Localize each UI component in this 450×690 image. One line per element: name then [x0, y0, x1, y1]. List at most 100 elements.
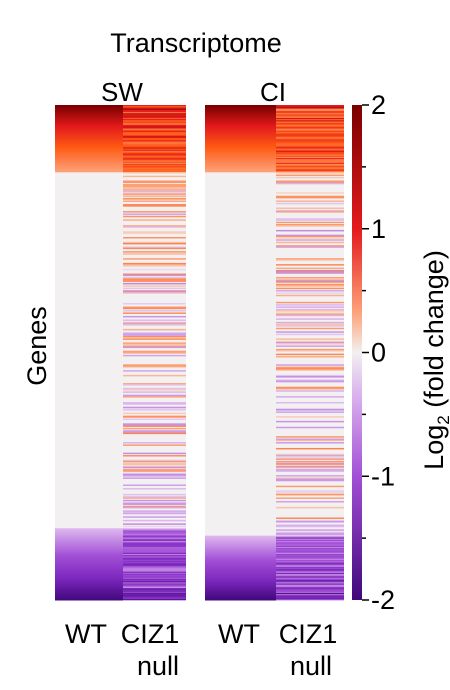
heatmap-cell-stripe: [123, 525, 186, 528]
heatmap-cell-stripe: [276, 548, 344, 550]
heatmap-cell-stripe: [276, 589, 344, 591]
heatmap-cell-stripe: [123, 165, 186, 167]
heatmap-cell-stripe: [276, 538, 344, 541]
heatmap-cell-stripe: [123, 499, 186, 502]
heatmap-cell-stripe: [123, 160, 186, 162]
heatmap-cell-down: [55, 597, 123, 600]
heatmap-cell-stripe: [123, 472, 186, 475]
heatmap-cell-stripe: [123, 123, 186, 126]
heatmap-cell-stripe: [123, 126, 186, 128]
heatmap-cell-stripe: [276, 345, 344, 347]
heatmap-cell-stripe: [276, 568, 344, 570]
heatmap-cell-down: [205, 558, 276, 560]
heatmap-cell-stripe: [276, 559, 344, 562]
heatmap-cell-stripe: [123, 251, 186, 253]
heatmap-cell-stripe: [123, 384, 186, 386]
column-label-ci-ciz1: CIZ1: [279, 619, 338, 649]
heatmap-column-sw-ciz1-null: [123, 105, 186, 601]
heatmap-cell-stripe: [276, 235, 344, 238]
colorbar-ticks: 2 1 0 -1 -2: [362, 90, 395, 615]
heatmap-cell-stripe: [276, 442, 344, 444]
column-label-sw-ciz1: CIZ1: [121, 619, 180, 649]
heatmap-cell-stripe: [276, 590, 344, 593]
heatmap-cell-stripe: [123, 493, 186, 496]
heatmap-cell-stripe: [123, 442, 186, 444]
heatmap-cell-down: [55, 538, 123, 541]
heatmap-panel-ci: [205, 105, 344, 601]
heatmap-cell-stripe: [123, 589, 186, 591]
heatmap-cell-stripe: [276, 325, 344, 327]
heatmap-cell-stripe: [123, 262, 186, 265]
heatmap-cell-up: [205, 128, 276, 130]
heatmap-cell-down: [205, 598, 276, 601]
heatmap-cell-stripe: [276, 490, 344, 492]
heatmap-cell-up: [205, 161, 276, 164]
heatmap-cell-stripe: [123, 264, 186, 266]
heatmap-cell-stripe: [123, 219, 186, 221]
heatmap-cell-up: [55, 118, 123, 120]
heatmap-cell-stripe: [276, 156, 344, 159]
heatmap-cell-stripe: [276, 272, 344, 274]
heatmap-cell-up: [55, 158, 123, 161]
heatmap-cell-down: [205, 538, 276, 541]
heatmap-cell-stripe: [123, 127, 186, 129]
heatmap-cell-stripe: [276, 438, 344, 441]
heatmap-cell-down: [205, 561, 276, 563]
heatmap-cell-stripe: [276, 567, 344, 569]
heatmap-cell-stripe: [123, 562, 186, 564]
heatmap-cell-stripe: [123, 570, 186, 573]
heatmap-cell-stripe: [276, 134, 344, 136]
colorbar-label: Log2 (fold change): [419, 250, 450, 470]
heatmap-cell-stripe: [276, 112, 344, 114]
heatmap-cell-stripe: [123, 200, 186, 202]
heatmap-cell-up: [55, 122, 123, 125]
heatmap-cell-up: [55, 121, 123, 124]
heatmap-cell-up: [205, 117, 276, 119]
heatmap-cell-stripe: [276, 597, 344, 600]
heatmap-cell-stripe: [123, 412, 186, 415]
heatmap-cell-stripe: [276, 348, 344, 351]
heatmap-cell-stripe: [276, 192, 344, 194]
heatmap-cell-stripe: [276, 463, 344, 465]
heatmap-cell-stripe: [276, 581, 344, 583]
heatmap-cell-stripe: [123, 338, 186, 340]
heatmap-cell-up: [205, 164, 276, 166]
heatmap-cell-down: [55, 591, 123, 594]
heatmap-cell-stripe: [276, 563, 344, 565]
heatmap-cell-stripe: [123, 163, 186, 166]
column-label-sw-null: null: [137, 651, 179, 681]
heatmap-cell-down: [205, 545, 276, 547]
heatmap-cell-up: [55, 155, 123, 157]
heatmap-cell-stripe: [123, 171, 186, 173]
heatmap-cell-up: [205, 123, 276, 126]
heatmap-cell-stripe: [123, 285, 186, 287]
heatmap-cell-up: [55, 159, 123, 162]
heatmap-cell-up: [205, 107, 276, 109]
heatmap-cell-stripe: [276, 546, 344, 549]
heatmap-cell-stripe: [276, 133, 344, 135]
heatmap-cell-stripe: [276, 552, 344, 555]
heatmap-cell-up: [205, 156, 276, 158]
heatmap-cell-stripe: [123, 579, 186, 582]
heatmap-cell-stripe: [276, 572, 344, 575]
heatmap-cell-stripe: [276, 564, 344, 567]
heatmap-cell-up: [205, 105, 276, 107]
heatmap-cell-stripe: [276, 569, 344, 571]
heatmap-cell-stripe: [123, 143, 186, 146]
heatmap-cell-stripe: [276, 341, 344, 344]
heatmap-cell-stripe: [123, 333, 186, 336]
heatmap-cell-stripe: [276, 310, 344, 312]
heatmap-cell-stripe: [123, 225, 186, 227]
heatmap-cell-stripe: [276, 531, 344, 534]
heatmap-cell-stripe: [123, 277, 186, 279]
heatmap-cell-stripe: [276, 109, 344, 112]
heatmap-cell-stripe: [123, 324, 186, 326]
heatmap-cell-stripe: [123, 274, 186, 277]
heatmap-cell-stripe: [123, 431, 186, 433]
heatmap-cell-stripe: [276, 374, 344, 377]
heatmap-cell-up: [55, 125, 123, 127]
heatmap-cell-down: [205, 567, 276, 570]
heatmap-cell-stripe: [123, 598, 186, 601]
heatmap-cell-stripe: [276, 387, 344, 390]
heatmap-cell-stripe: [276, 539, 344, 542]
